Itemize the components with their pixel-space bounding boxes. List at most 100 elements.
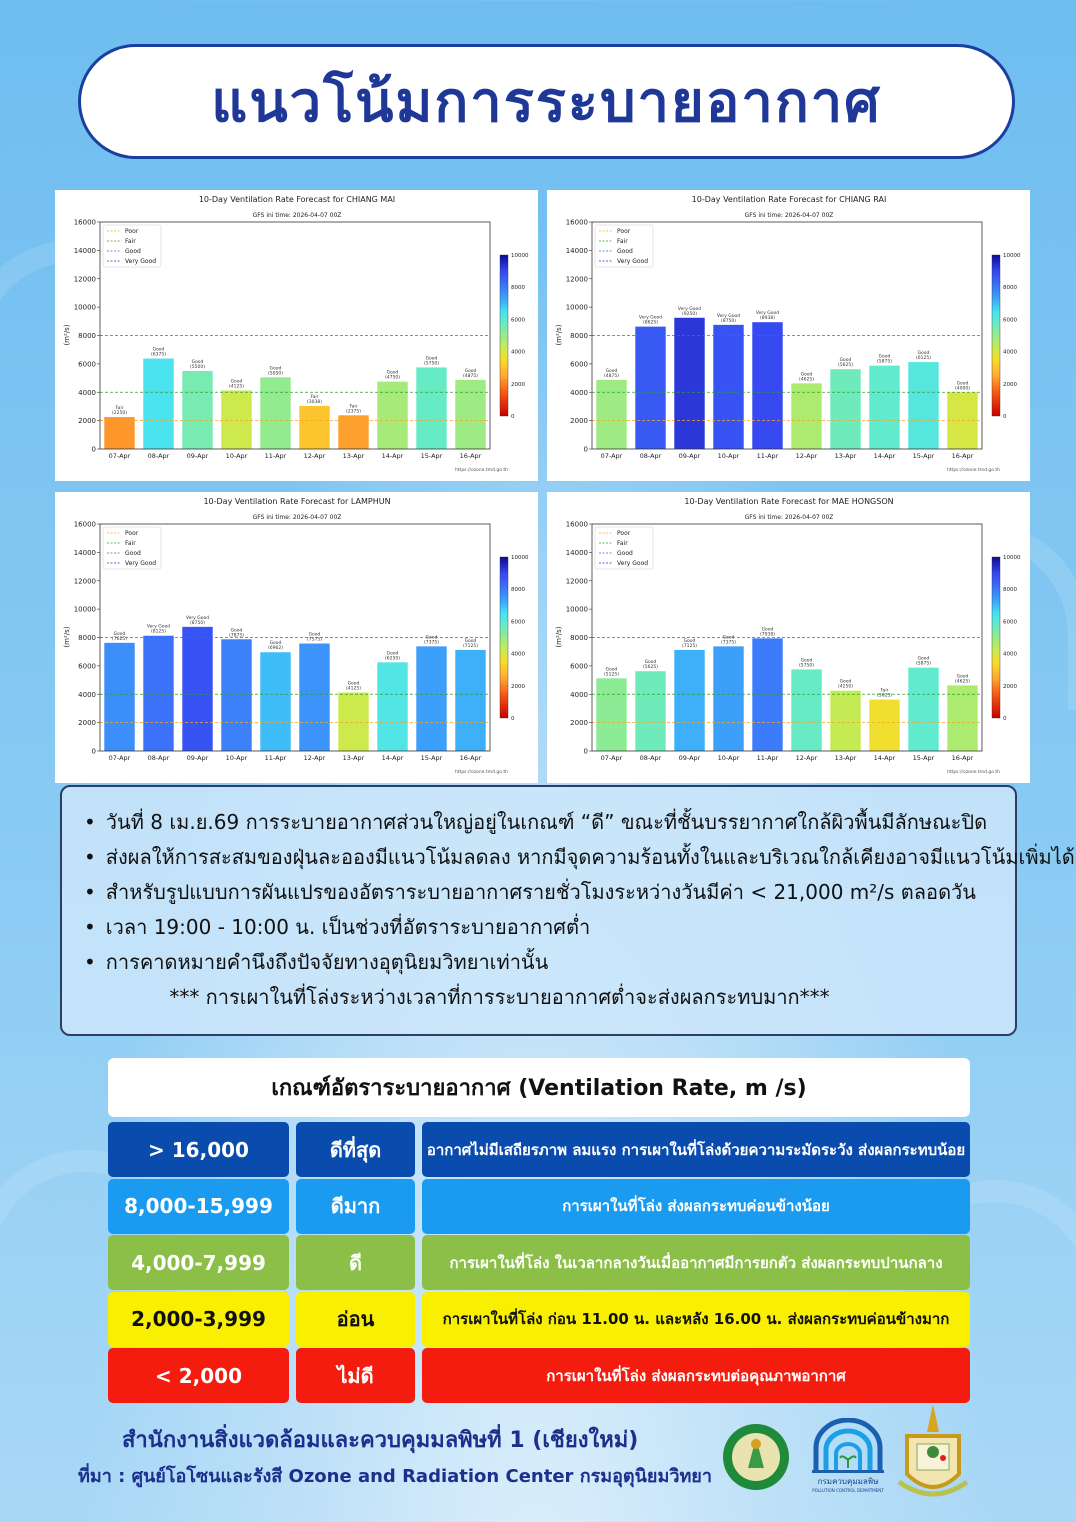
bar-label: Good [387,650,399,656]
x-tick-label: 13-Apr [343,452,365,460]
bar-value-label: (4000) [955,385,970,391]
bar [182,626,213,751]
bar-label: Good [153,347,165,353]
y-tick-label: 8000 [78,634,96,642]
source-url: https://ozone.tmd.go.th [947,467,1000,473]
ministry-emblem [897,1404,969,1497]
y-tick-label: 2000 [78,719,96,727]
y-tick-label: 2000 [570,719,588,727]
notes-box: วันที่ 8 เม.ย.69 การระบายอากาศส่วนใหญ่อย… [60,785,1075,1036]
colorbar-tick-label: 0 [1003,414,1007,420]
x-tick-label: 07-Apr [601,754,623,762]
bar-value-label: (2375) [346,408,361,414]
bar-value-label: (4125) [346,685,361,691]
legend-label: Poor [617,228,631,235]
x-tick-label: 16-Apr [460,754,482,762]
x-tick-label: 12-Apr [796,754,818,762]
bar-value-label: (6962) [268,645,283,651]
bar-value-label: (6250) [385,655,400,661]
y-tick-label: 14000 [566,247,588,255]
bar-value-label: (4625) [955,678,970,684]
bar-label: Fair [310,394,318,400]
x-tick-label: 11-Apr [265,452,287,460]
x-tick-label: 14-Apr [874,754,896,762]
description-cell: อากาศไม่มีเสถียรภาพ ลมแรง การเผาในที่โล่… [422,1122,970,1177]
bar-value-label: (7375) [721,639,736,645]
x-tick-label: 14-Apr [874,452,896,460]
office-name: สำนักงานสิ่งแวดล้อมและควบคุมมลพิษที่ 1 (… [122,1428,639,1453]
legend-label: Good [125,248,141,255]
bar-label: Fair [115,405,123,411]
bar-label: Good [606,666,618,672]
chart-subtitle: GFS ini time: 2026-04-07 00Z [253,212,342,219]
bar-value-label: (9250) [682,311,697,317]
y-tick-label: 6000 [570,662,588,670]
legend-label: Fair [617,238,628,245]
chart-chiang-mai: 10-Day Ventilation Rate Forecast for CHI… [55,190,538,481]
bar-label: Very Good [717,313,740,319]
chart-svg: 10-Day Ventilation Rate Forecast for CHI… [555,195,1021,473]
x-tick-label: 15-Apr [913,452,935,460]
y-axis-label: (m²/s) [63,626,71,647]
bar-label: Good [426,355,438,361]
bar-label: Good [957,380,969,386]
note-item: การคาดหมายคำนึงถึงปัจจัยทางอุตุนิยมวิทยา… [84,945,1015,980]
legend-label: Fair [125,540,136,547]
x-tick-label: 11-Apr [757,452,779,460]
bar-label: Very Good [147,624,170,630]
x-tick-label: 07-Apr [109,754,131,762]
legend-box [102,526,162,570]
legend-label: Poor [617,530,631,537]
y-tick-label: 2000 [78,417,96,425]
bar [713,324,744,449]
chart-subtitle: GFS ini time: 2026-04-07 00Z [253,514,342,521]
bar [947,685,978,751]
x-tick-label: 10-Apr [226,452,248,460]
source-credit: ที่มา : ศูนย์โอโซนและรังสี Ozone and Rad… [78,1466,712,1487]
y-tick-label: 16000 [74,521,96,529]
y-tick-label: 4000 [78,389,96,397]
level-cell: ดีที่สุด [296,1122,415,1177]
y-tick-label: 8000 [570,332,588,340]
bar-value-label: (4875) [604,373,619,379]
bar-label: Very Good [756,310,779,316]
chart-svg: 10-Day Ventilation Rate Forecast for CHI… [63,195,529,473]
colorbar-tick-label: 4000 [1003,350,1017,356]
legend-label: Very Good [617,258,648,265]
bar-label: Good [114,631,126,637]
bar-value-label: (5750) [424,360,439,366]
bar [299,405,330,449]
bar [104,417,135,449]
colorbar-tick-label: 10000 [1003,555,1021,561]
bar-label: Good [879,354,891,360]
x-tick-label: 12-Apr [304,452,326,460]
y-tick-label: 6000 [570,360,588,368]
colorbar-tick-label: 6000 [1003,619,1017,625]
bar-label: Good [231,627,243,633]
x-tick-label: 15-Apr [913,754,935,762]
note-item: สำหรับรูปแบบการผันแปรของอัตราระบายอากาศร… [84,875,1015,910]
y-tick-label: 10000 [566,606,588,614]
chart-title: 10-Day Ventilation Rate Forecast for MAE… [684,497,893,506]
bar-label: Good [762,626,774,632]
source-url: https://ozone.tmd.go.th [455,467,508,473]
bar [416,367,447,449]
x-tick-label: 10-Apr [718,754,740,762]
legend-label: Poor [125,530,139,537]
criteria-row: < 2,000 ไม่ดี การเผาในที่โล่ง ส่งผลกระทบต่… [108,1348,970,1403]
description-cell: การเผาในที่โล่ง ส่งผลกระทบต่อคุณภาพอากาศ [422,1348,970,1403]
colorbar-tick-label: 10000 [511,253,529,259]
y-tick-label: 14000 [74,549,96,557]
y-tick-label: 8000 [78,332,96,340]
range-cell: 2,000-3,999 [108,1291,289,1347]
bar-value-label: (8750) [721,318,736,324]
y-tick-label: 16000 [566,521,588,529]
x-tick-label: 16-Apr [952,754,974,762]
y-tick-label: 6000 [78,662,96,670]
colorbar-tick-label: 8000 [511,285,525,291]
colorbar-tick-label: 8000 [511,587,525,593]
bar [791,669,822,751]
bar [713,646,744,751]
y-tick-label: 16000 [74,219,96,227]
bar-value-label: (6375) [151,352,166,358]
